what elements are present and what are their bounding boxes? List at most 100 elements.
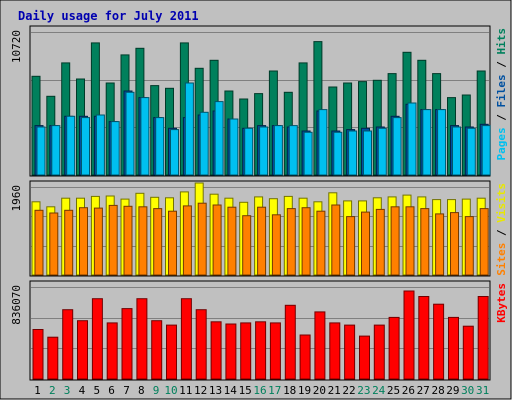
bar-kbytes-day-26 [403,290,415,380]
bar-kbytes-day-13 [210,321,222,380]
bar-pages-day-31 [481,125,491,176]
day-label-12: 12 [194,384,207,397]
day-labels: 1 2 3 4 5 6 7 8 9 10 11 12 13 14 15 16 17 18 19 20 21 22 23 24 2… [34,384,489,397]
bar-kbytes-day-23 [359,335,370,380]
panel-axis-label: Sites / Visits [495,183,508,276]
bar-sites-day-28 [435,213,445,276]
day-label-27: 27 [417,384,430,397]
bar-pages-day-5 [95,114,105,176]
bar-pages-day-4 [81,117,90,176]
day-label-4: 4 [79,384,86,397]
axis-label-part: KBytes [495,283,508,323]
bar-pages-day-8 [140,97,150,176]
bar-pages-day-18 [288,125,298,176]
bar-kbytes-day-31 [477,296,489,380]
bar-sites-day-5 [93,207,103,276]
day-label-5: 5 [93,384,100,397]
bar-kbytes-day-15 [240,322,252,380]
bar-pages-day-6 [110,121,120,176]
panels: 10720 Pages / Files / Hits 1960 Sites / Vis… [10,25,508,381]
bar-sites-day-31 [479,208,489,276]
day-label-9: 9 [153,384,160,397]
axis-label-part: / [495,55,508,75]
bar-sites-day-24 [375,208,385,276]
bar-sites-day-1 [34,209,44,276]
axis-label-part: / [495,108,508,128]
bar-pages-day-29 [452,126,461,176]
bar-kbytes-day-25 [388,316,400,380]
bar-sites-day-15 [242,215,252,276]
bar-pages-day-3 [66,115,76,176]
bar-sites-day-19 [301,207,311,276]
bar-pages-day-24 [377,127,387,176]
bar-kbytes-day-3 [62,309,74,380]
axis-label-part: / [495,223,508,243]
bar-sites-day-22 [346,216,356,276]
bar-pages-day-25 [392,117,402,176]
bar-kbytes-day-20 [314,311,326,380]
day-label-17: 17 [268,384,281,397]
panel-axis-label: Pages / Files / Hits [495,28,508,161]
bar-pages-day-17 [273,125,283,176]
bar-kbytes-day-2 [47,336,59,380]
bar-pages-day-12 [199,111,209,176]
day-label-8: 8 [138,384,145,397]
day-label-15: 15 [239,384,252,397]
day-label-13: 13 [209,384,222,397]
axis-label-part: Hits [495,28,508,55]
bar-kbytes-day-28 [433,303,445,380]
bar-sites-day-13 [212,204,222,276]
day-label-16: 16 [253,384,266,397]
day-label-19: 19 [298,384,311,397]
bar-pages-day-1 [36,126,46,176]
bar-kbytes-day-8 [136,298,148,380]
panel-axis-label: KBytes [495,283,508,323]
day-label-3: 3 [64,384,71,397]
bar-sites-day-21 [331,204,341,276]
day-label-11: 11 [179,384,192,397]
bar-sites-day-20 [316,210,326,276]
axis-label-part: Sites [495,243,508,276]
day-label-6: 6 [108,384,115,397]
bar-pages-day-27 [422,109,432,176]
bar-kbytes-day-21 [329,322,341,380]
bar-sites-day-12 [197,202,207,276]
day-label-26: 26 [402,384,415,397]
bar-pages-day-2 [51,125,61,176]
bar-kbytes-day-16 [255,321,267,380]
bar-sites-day-8 [138,206,148,276]
bar-pages-day-19 [303,131,313,176]
bar-kbytes-day-10 [166,324,177,380]
bar-kbytes-day-18 [284,304,296,380]
day-label-21: 21 [328,384,341,397]
bar-sites-day-2 [49,212,59,276]
panel-top: 10720 Pages / Files / Hits [10,25,508,177]
bar-kbytes-day-27 [418,296,430,380]
bar-kbytes-day-22 [344,324,356,380]
day-label-23: 23 [357,384,370,397]
bar-pages-day-30 [466,127,476,176]
bar-sites-day-18 [286,208,296,276]
bar-sites-day-11 [182,205,192,276]
bar-kbytes-day-30 [462,325,474,380]
axis-label-part: Visits [495,183,508,223]
bar-kbytes-day-1 [32,329,44,380]
day-label-10: 10 [164,384,177,397]
bar-sites-day-23 [361,211,370,276]
bar-sites-day-16 [257,206,267,276]
bar-kbytes-day-5 [91,298,103,380]
bar-pages-day-21 [333,131,343,176]
bar-pages-day-10 [170,129,179,176]
panel-max-label: 836070 [10,285,23,325]
bar-pages-day-15 [244,127,254,176]
bar-sites-day-29 [450,212,459,276]
bar-sites-day-6 [108,204,118,276]
bar-kbytes-day-7 [121,308,133,380]
bar-sites-day-9 [153,208,163,276]
panel-max-label: 10720 [10,30,23,63]
bar-sites-day-17 [271,214,281,276]
day-label-30: 30 [461,384,474,397]
bar-pages-day-28 [437,109,447,176]
bar-pages-day-14 [229,118,239,176]
